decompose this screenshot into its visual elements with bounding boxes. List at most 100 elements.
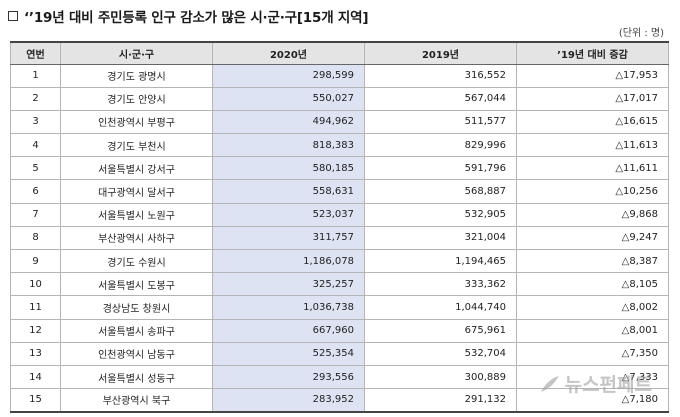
unit-label: (단위 : 명)	[618, 28, 664, 39]
table-row: 8 부산광역시 사하구 311,757 321,004 △9,247	[10, 225, 669, 251]
document-title: ‘’19년 대비 주민등록 인구 감소가 많은 시·군·구[15개 지역]	[8, 5, 369, 27]
cell-2019: 291,132	[364, 388, 517, 413]
cell-region: 부산광역시 사하구	[60, 225, 213, 251]
table-row: 4 경기도 부천시 818,383 829,996 △11,613	[10, 133, 669, 158]
cell-2019: 316,552	[364, 63, 517, 88]
cell-2019: 511,577	[364, 109, 517, 135]
cell-no: 14	[10, 364, 61, 390]
cell-2020: 1,036,738	[212, 295, 365, 320]
cell-region: 경기도 광명시	[60, 63, 213, 88]
cell-no: 3	[10, 109, 61, 135]
cell-2020: 550,027	[212, 86, 365, 111]
population-table: 연번 시·군·구 2020년 2019년 ’19년 대비 증감 1 경기도 광명시…	[10, 41, 669, 413]
cell-change: △8,387	[516, 248, 669, 274]
cell-2019: 532,704	[364, 341, 517, 366]
cell-no: 10	[10, 272, 61, 297]
header-2019: 2019년	[364, 41, 517, 65]
cell-no: 12	[10, 318, 61, 343]
cell-change: △9,247	[516, 225, 669, 251]
cell-2020: 298,599	[212, 63, 365, 88]
cell-change: △11,613	[516, 133, 669, 158]
cell-2019: 568,887	[364, 179, 517, 204]
cell-2020: 523,037	[212, 202, 365, 227]
cell-region: 대구광역시 달서구	[60, 179, 213, 204]
cell-2020: 818,383	[212, 133, 365, 158]
cell-2019: 567,044	[364, 86, 517, 111]
cell-2019: 333,362	[364, 272, 517, 297]
table-row: 14 서울특별시 성동구 293,556 300,889 △7,333	[10, 364, 669, 390]
cell-2019: 321,004	[364, 225, 517, 251]
cell-2019: 1,194,465	[364, 248, 517, 274]
cell-change: △16,615	[516, 109, 669, 135]
header-region: 시·군·구	[60, 41, 213, 65]
table-row: 15 부산광역시 북구 283,952 291,132 △7,180	[10, 388, 669, 413]
cell-no: 4	[10, 133, 61, 158]
cell-2020: 580,185	[212, 156, 365, 181]
table-header-row: 연번 시·군·구 2020년 2019년 ’19년 대비 증감	[10, 41, 669, 65]
cell-no: 6	[10, 179, 61, 204]
cell-change: △17,953	[516, 63, 669, 88]
cell-2020: 667,960	[212, 318, 365, 343]
table-row: 7 서울특별시 노원구 523,037 532,905 △9,868	[10, 202, 669, 227]
cell-2020: 494,962	[212, 109, 365, 135]
cell-change: △9,868	[516, 202, 669, 227]
checkbox-square-icon	[8, 11, 18, 21]
cell-region: 인천광역시 남동구	[60, 341, 213, 366]
cell-change: △17,017	[516, 86, 669, 111]
cell-2019: 591,796	[364, 156, 517, 181]
cell-no: 8	[10, 225, 61, 251]
cell-2020: 283,952	[212, 388, 365, 413]
cell-change: △8,002	[516, 295, 669, 320]
cell-no: 11	[10, 295, 61, 320]
cell-no: 2	[10, 86, 61, 111]
cell-change: △7,180	[516, 388, 669, 413]
cell-2020: 558,631	[212, 179, 365, 204]
table-row: 11 경상남도 창원시 1,036,738 1,044,740 △8,002	[10, 295, 669, 320]
cell-no: 15	[10, 388, 61, 413]
table-row: 1 경기도 광명시 298,599 316,552 △17,953	[10, 63, 669, 88]
header-change: ’19년 대비 증감	[516, 41, 669, 65]
table-row: 6 대구광역시 달서구 558,631 568,887 △10,256	[10, 179, 669, 204]
table-row: 10 서울특별시 도봉구 325,257 333,362 △8,105	[10, 272, 669, 297]
table-row: 5 서울특별시 강서구 580,185 591,796 △11,611	[10, 156, 669, 181]
cell-region: 경기도 부천시	[60, 133, 213, 158]
cell-region: 인천광역시 부평구	[60, 109, 213, 135]
cell-change: △11,611	[516, 156, 669, 181]
cell-region: 부산광역시 북구	[60, 388, 213, 413]
table-row: 12 서울특별시 송파구 667,960 675,961 △8,001	[10, 318, 669, 343]
cell-change: △8,105	[516, 272, 669, 297]
cell-no: 13	[10, 341, 61, 366]
cell-no: 5	[10, 156, 61, 181]
cell-region: 서울특별시 강서구	[60, 156, 213, 181]
cell-region: 서울특별시 성동구	[60, 364, 213, 390]
cell-2019: 300,889	[364, 364, 517, 390]
cell-region: 서울특별시 송파구	[60, 318, 213, 343]
cell-change: △10,256	[516, 179, 669, 204]
cell-change: △7,333	[516, 364, 669, 390]
cell-region: 경상남도 창원시	[60, 295, 213, 320]
cell-region: 서울특별시 노원구	[60, 202, 213, 227]
cell-region: 경기도 안양시	[60, 86, 213, 111]
cell-2019: 675,961	[364, 318, 517, 343]
cell-region: 서울특별시 도봉구	[60, 272, 213, 297]
cell-2020: 1,186,078	[212, 248, 365, 274]
table-row: 13 인천광역시 남동구 525,354 532,704 △7,350	[10, 341, 669, 366]
cell-2020: 325,257	[212, 272, 365, 297]
cell-2020: 525,354	[212, 341, 365, 366]
cell-2020: 311,757	[212, 225, 365, 251]
table-row: 3 인천광역시 부평구 494,962 511,577 △16,615	[10, 109, 669, 135]
cell-change: △8,001	[516, 318, 669, 343]
cell-2019: 1,044,740	[364, 295, 517, 320]
header-no: 연번	[10, 41, 61, 65]
table-row: 9 경기도 수원시 1,186,078 1,194,465 △8,387	[10, 248, 669, 274]
cell-2019: 532,905	[364, 202, 517, 227]
cell-change: △7,350	[516, 341, 669, 366]
cell-region: 경기도 수원시	[60, 248, 213, 274]
cell-2020: 293,556	[212, 364, 365, 390]
table-row: 2 경기도 안양시 550,027 567,044 △17,017	[10, 86, 669, 111]
cell-no: 9	[10, 248, 61, 274]
cell-2019: 829,996	[364, 133, 517, 158]
cell-no: 1	[10, 63, 61, 88]
title-text: ‘’19년 대비 주민등록 인구 감소가 많은 시·군·구[15개 지역]	[24, 10, 369, 26]
header-2020: 2020년	[212, 41, 365, 65]
